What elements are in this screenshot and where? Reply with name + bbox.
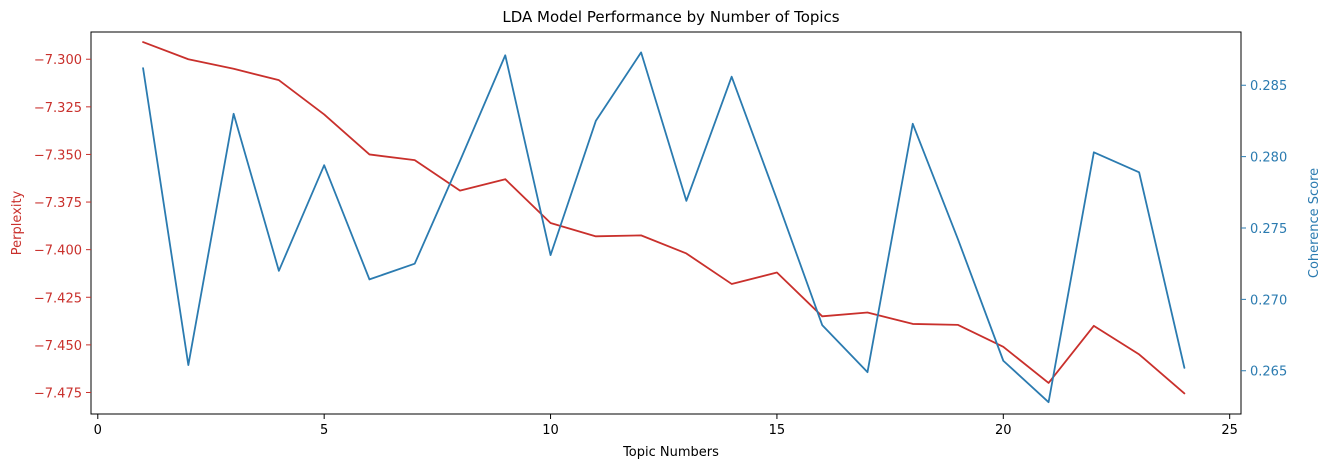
x-tick-label: 25 — [1221, 423, 1238, 438]
left-y-axis-label: Perplexity — [10, 190, 25, 255]
left-y-tick-label: −7.425 — [34, 291, 82, 306]
right-y-tick-label: 0.280 — [1250, 151, 1287, 166]
right-y-axis-label: Coherence Score — [1307, 168, 1322, 278]
x-tick-label: 15 — [769, 423, 786, 438]
x-tick-label: 10 — [542, 423, 559, 438]
x-axis-label: Topic Numbers — [622, 445, 719, 460]
left-y-axis: −7.300 −7.325 −7.350 −7.375 −7.400 −7.425 −7.4… — [34, 53, 91, 401]
left-y-tick-label: −7.325 — [34, 101, 82, 116]
left-y-tick-label: −7.475 — [34, 386, 82, 401]
series-lines — [142, 41, 1186, 404]
left-y-tick-label: −7.400 — [34, 244, 82, 259]
x-axis: 0 5 10 15 20 25 — [94, 414, 1238, 438]
left-y-tick-label: −7.300 — [34, 53, 82, 68]
left-y-tick-label: −7.350 — [34, 148, 82, 163]
left-y-tick-label: −7.375 — [34, 196, 82, 211]
coherence-line — [142, 51, 1186, 404]
x-tick-label: 5 — [320, 423, 328, 438]
x-tick-label: 0 — [94, 423, 102, 438]
plot-area — [90, 31, 1242, 415]
left-y-tick-label: −7.450 — [34, 339, 82, 354]
right-y-tick-label: 0.270 — [1250, 293, 1287, 308]
chart-title: LDA Model Performance by Number of Topic… — [502, 8, 839, 26]
right-y-tick-label: 0.265 — [1250, 365, 1287, 380]
x-tick-label: 20 — [995, 423, 1012, 438]
perplexity-line — [142, 41, 1186, 395]
right-y-tick-label: 0.285 — [1250, 79, 1287, 94]
right-y-axis: 0.265 0.270 0.275 0.280 0.285 — [1241, 79, 1287, 380]
right-y-tick-label: 0.275 — [1250, 222, 1287, 237]
